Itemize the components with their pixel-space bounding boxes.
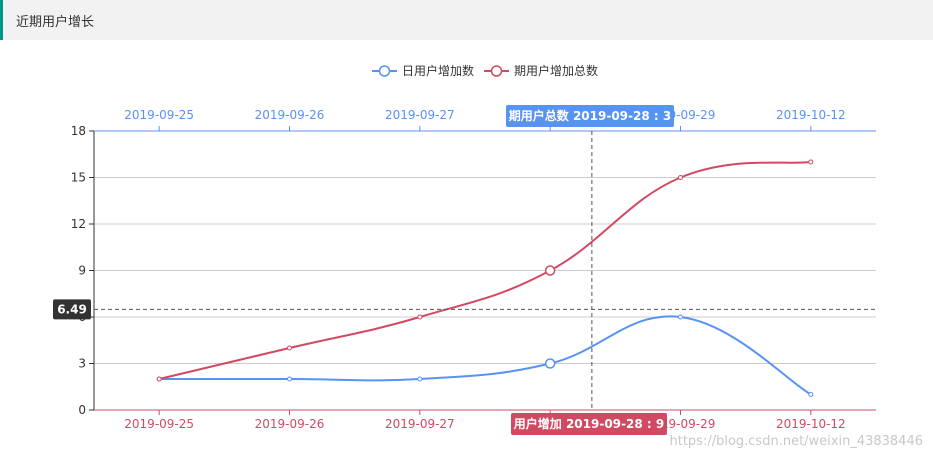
y-tick-label: 12 [71, 217, 86, 231]
data-point [287, 345, 292, 351]
x-top-tick-label: 2019-09-25 [124, 108, 194, 122]
pointer-y-label-bg [53, 299, 91, 320]
data-point [544, 358, 556, 369]
x-top-tick-label: 2019-09-26 [255, 108, 325, 122]
data-point [417, 314, 423, 320]
panel-header: 近期用户增长 [0, 0, 933, 40]
legend-marker-1[interactable] [378, 65, 391, 77]
x-top-tick-label: 2019-09-27 [385, 108, 455, 122]
data-point [544, 265, 556, 276]
legend-marker-2[interactable] [490, 65, 503, 77]
x-top-tick-label: 2019-10-12 [776, 108, 846, 122]
series-line-1 [159, 315, 812, 396]
panel-title: 近期用户增长 [16, 15, 95, 30]
data-point [808, 392, 814, 397]
pointer-top-label-bg [506, 105, 674, 127]
pointer-top-label: 期用户总数 2019-09-28 : 3 [509, 108, 671, 123]
y-tick-label: 0 [78, 403, 86, 417]
legend-label-2[interactable]: 期用户增加总数 [514, 63, 598, 78]
y-tick-label: 18 [71, 124, 86, 138]
watermark: https://blog.csdn.net/weixin_43838446 [669, 434, 923, 449]
data-point [808, 159, 814, 165]
y-tick-label: 3 [78, 357, 86, 371]
y-tick-label: 9 [78, 264, 86, 278]
x-bottom-tick-label: 2019-09-25 [124, 417, 194, 431]
pointer-bottom-label: 用户增加 2019-09-28 : 9 [513, 416, 664, 431]
data-point [156, 376, 162, 382]
data-point [417, 376, 423, 382]
pointer-bottom-label-bg [511, 413, 667, 435]
x-bottom-tick-label: 2019-09-26 [255, 417, 325, 431]
y-tick-label: 15 [71, 171, 86, 185]
x-bottom-tick-label: 2019-10-12 [776, 417, 846, 431]
data-point [678, 314, 683, 320]
series-line-2 [158, 161, 811, 380]
legend-label-1[interactable]: 日用户增加数 [402, 63, 474, 78]
x-bottom-tick-label: 2019-09-27 [385, 417, 455, 431]
data-point [678, 175, 683, 180]
pointer-y-label: 6.49 [57, 302, 87, 316]
data-point [287, 376, 292, 382]
